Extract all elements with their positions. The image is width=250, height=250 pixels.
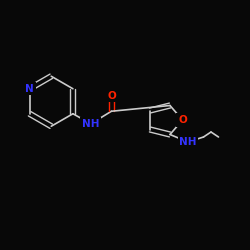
Text: O: O [107, 91, 116, 101]
Text: NH: NH [179, 137, 197, 147]
Text: NH: NH [82, 119, 100, 129]
Text: N: N [25, 84, 34, 94]
Text: O: O [178, 115, 187, 125]
